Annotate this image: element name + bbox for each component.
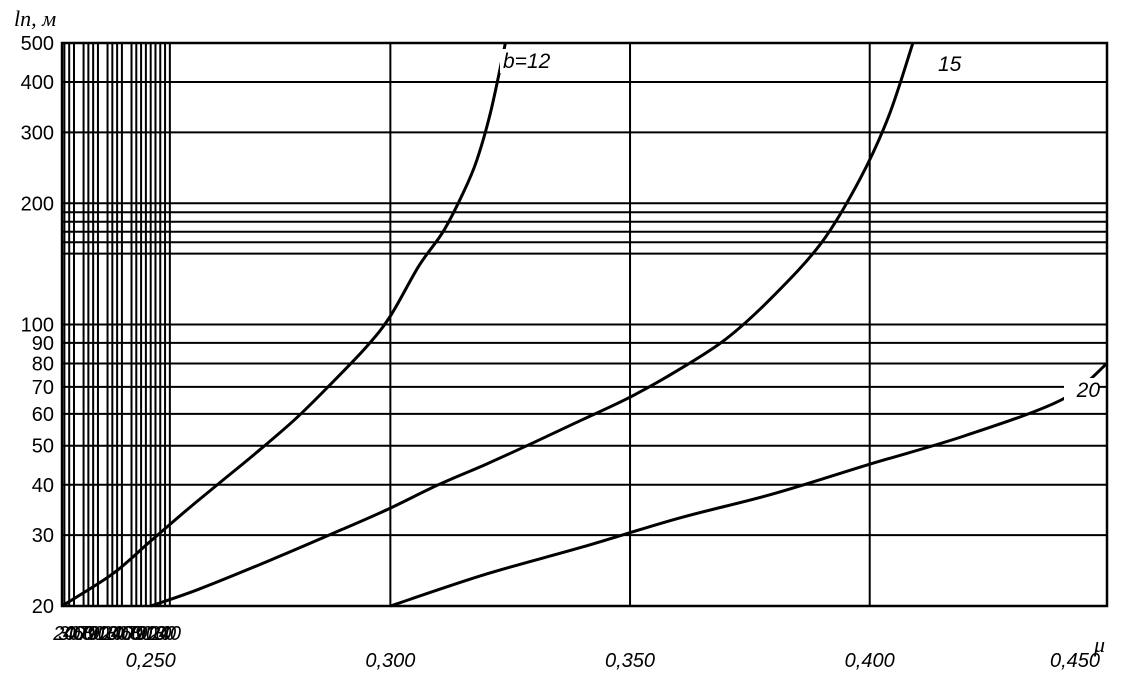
x-minor-tick-label-10: 40 (111, 623, 133, 645)
y-gridlines (62, 42, 1107, 607)
series-line-0 (61, 42, 507, 608)
y-tick-label-300: 300 (21, 122, 54, 144)
x-tick-labels: 203040607080901020304060708090102030400,… (52, 623, 1100, 672)
y-tick-label-90: 90 (32, 333, 54, 355)
x-minor-tick-label-16: 20 (148, 623, 171, 645)
x-minor-tick-label-4: 70 (77, 623, 99, 645)
y-axis-label: lп, м (14, 6, 56, 31)
x-minor-tick-label-8: 20 (100, 623, 123, 645)
x-minor-tick-label-1: 30 (58, 623, 80, 645)
x-minor-tick-label-0: 20 (52, 623, 75, 645)
series-label-bg-0 (500, 49, 556, 73)
x-major-tick-label-1: 0,300 (365, 650, 415, 672)
series-label-0: b=12 (503, 50, 551, 73)
y-tick-label-500: 500 (21, 33, 54, 55)
y-tick-label-60: 60 (32, 404, 54, 426)
x-minor-tick-label-15: 10 (144, 623, 166, 645)
x-minor-tick-label-13: 80 (130, 623, 152, 645)
curves (61, 42, 1108, 608)
x-axis-label: μ (1093, 632, 1105, 657)
y-tick-label-100: 100 (21, 315, 54, 337)
series-label-1: 15 (938, 53, 962, 76)
x-minor-tick-label-11: 60 (120, 623, 142, 645)
y-tick-label-30: 30 (32, 525, 54, 547)
x-major-tick-label-3: 0,400 (845, 650, 895, 672)
plot-frame (60, 41, 1109, 608)
x-gridlines (60, 41, 1109, 608)
x-minor-tick-label-17: 30 (154, 623, 176, 645)
x-major-tick-label-0: 0,250 (126, 650, 176, 672)
series-line-2 (389, 362, 1108, 608)
x-minor-tick-label-14: 90 (135, 623, 157, 645)
curve-labels: b=12 15 20 (500, 49, 1100, 402)
y-tick-label-400: 400 (21, 72, 54, 94)
x-major-tick-label-4: 0,450 (1050, 650, 1100, 672)
series-label-2: 20 (1076, 379, 1101, 402)
x-minor-tick-label-7: 10 (96, 623, 118, 645)
y-tick-label-50: 50 (32, 436, 54, 458)
x-minor-tick-label-6: 90 (87, 623, 109, 645)
y-tick-label-200: 200 (21, 193, 54, 215)
x-minor-tick-label-5: 80 (82, 623, 104, 645)
x-minor-tick-label-2: 40 (63, 623, 85, 645)
x-major-tick-label-2: 0,350 (605, 650, 655, 672)
y-tick-label-80: 80 (32, 354, 54, 376)
x-minor-tick-label-18: 40 (159, 623, 181, 645)
y-tick-label-20: 20 (32, 596, 54, 618)
series-line-1 (150, 42, 915, 608)
y-tick-label-70: 70 (32, 377, 54, 399)
x-minor-tick-label-9: 30 (106, 623, 128, 645)
x-minor-tick-label-3: 60 (72, 623, 94, 645)
series-label-bg-1 (935, 52, 969, 76)
x-minor-tick-label-12: 70 (125, 623, 147, 645)
y-tick-label-40: 40 (32, 475, 54, 497)
series-label-bg-2 (1064, 378, 1098, 402)
